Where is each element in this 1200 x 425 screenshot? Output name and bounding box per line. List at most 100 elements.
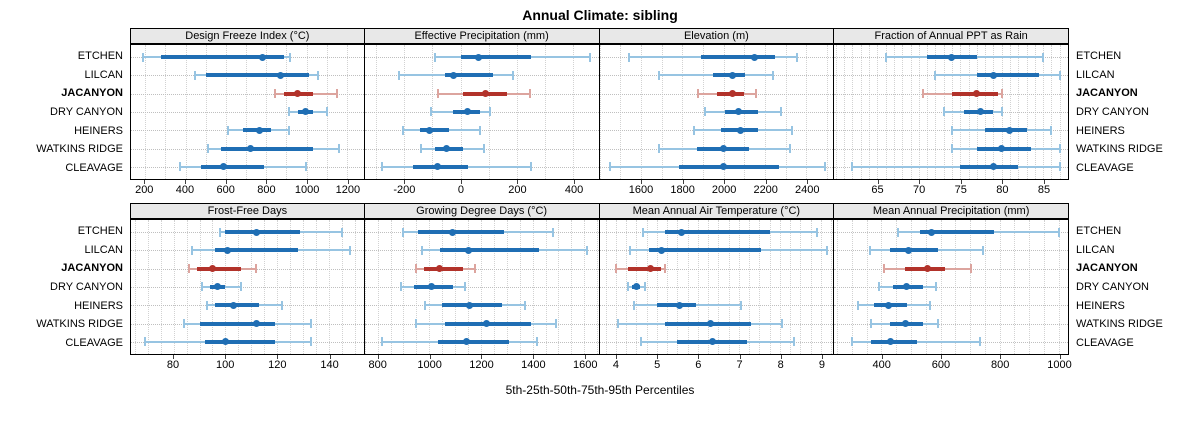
percentile-row [599,296,834,314]
whisker-cap [309,337,312,347]
tick-label: 1000 [1047,359,1072,371]
tick-mark [739,355,741,359]
percentile-row [834,314,1068,332]
whisker-cap [528,89,531,99]
whisker-cap [415,264,418,274]
whisker-cap [856,300,859,310]
percentile-row [364,223,599,241]
median-dot [214,283,222,291]
whisker-cap [643,282,646,292]
median-dot [464,108,472,116]
median-dot [901,320,909,328]
whisker-cap [936,319,939,329]
percentile-row [599,314,834,332]
tick-mark [460,180,462,184]
box-25-75 [439,248,540,253]
box-25-75 [424,266,463,271]
tick-label: 1000 [294,184,320,196]
panel-mean_annual_precipitation [833,219,1069,355]
whisker-cap [337,144,340,154]
whisker-cap [796,52,799,62]
percentile-row [131,333,364,351]
box-25-75 [215,248,298,253]
tick-mark [1059,355,1061,359]
whisker-cap [179,162,182,172]
percentile-row [599,66,834,84]
whisker-cap [190,245,193,255]
median-dot [220,163,228,171]
whisker-cap [188,264,191,274]
percentile-row [834,85,1068,103]
site-label: CLEAVAGE [65,336,123,349]
x-axis-design_freeze_index: 200 400 600 800 1000 1200 [130,180,365,198]
whisker-cap [826,245,829,255]
tick-label: 200 [135,184,154,196]
percentile-row [131,85,364,103]
strip-title: Growing Degree Days (°C) [416,205,548,217]
percentile-row [834,223,1068,241]
spacer [1069,355,1200,373]
tick-label: 9 [818,359,825,371]
median-dot [436,265,444,273]
percentile-row [364,48,599,66]
tick-mark [919,180,921,184]
box-25-75 [200,164,265,169]
median-dot [252,228,260,236]
tick-mark [1044,180,1046,184]
median-dot [255,126,263,134]
whisker-cap [1050,125,1053,135]
box-25-75 [713,73,746,78]
whisker-cap [815,227,818,237]
whisker-cap [1057,227,1060,237]
tick-label: 8 [777,359,784,371]
median-dot [928,228,936,236]
spacer [1069,28,1200,44]
row-guide [131,286,364,288]
whisker-cap [739,300,742,310]
tick-label: 2200 [753,184,778,196]
tick-mark [347,180,349,184]
median-dot [229,301,237,309]
tick-mark [481,355,483,359]
box-25-75 [976,73,1039,78]
percentile-row [364,103,599,121]
tick-label: 1800 [670,184,695,196]
strip-title: Mean Annual Precipitation (mm) [872,205,1030,217]
percentile-row [834,139,1068,157]
panel-rows [131,48,364,176]
whisker-cap [982,245,985,255]
median-dot [647,265,655,273]
spacer [0,180,130,198]
whisker-cap [554,319,557,329]
tick-label: 6 [695,359,702,371]
percentile-row [599,121,834,139]
tick-label: 2400 [794,184,820,196]
site-labels-right: ETCHEN LILCAN JACANYON DRY CANYON HEINERS WAT… [1069,44,1200,180]
percentile-row [599,278,834,296]
tick-label: 400 [564,184,584,196]
median-dot [734,108,742,116]
site-label: JACANYON [1076,87,1138,100]
percentile-row [834,66,1068,84]
panel-band: Frost-Free Days Growing Degree Days (°C) M… [0,203,1200,373]
percentile-row [131,158,364,176]
row-guide [364,286,599,288]
whisker-cap [309,319,312,329]
box-25-75 [700,55,776,60]
whisker-cap [589,52,592,62]
site-label: CLEAVAGE [65,161,123,174]
whisker-cap [950,125,953,135]
percentile-row [131,66,364,84]
tick-mark [307,180,309,184]
tick-label: 200 [508,184,527,196]
tick-mark [173,355,175,359]
whisker-cap [585,245,588,255]
site-label: DRY CANYON [50,106,123,119]
percentile-row [131,103,364,121]
whisker-cap [616,319,619,329]
percentile-row [364,139,599,157]
whisker-cap [429,107,432,117]
tick-mark [266,180,268,184]
whisker-cap [658,144,661,154]
